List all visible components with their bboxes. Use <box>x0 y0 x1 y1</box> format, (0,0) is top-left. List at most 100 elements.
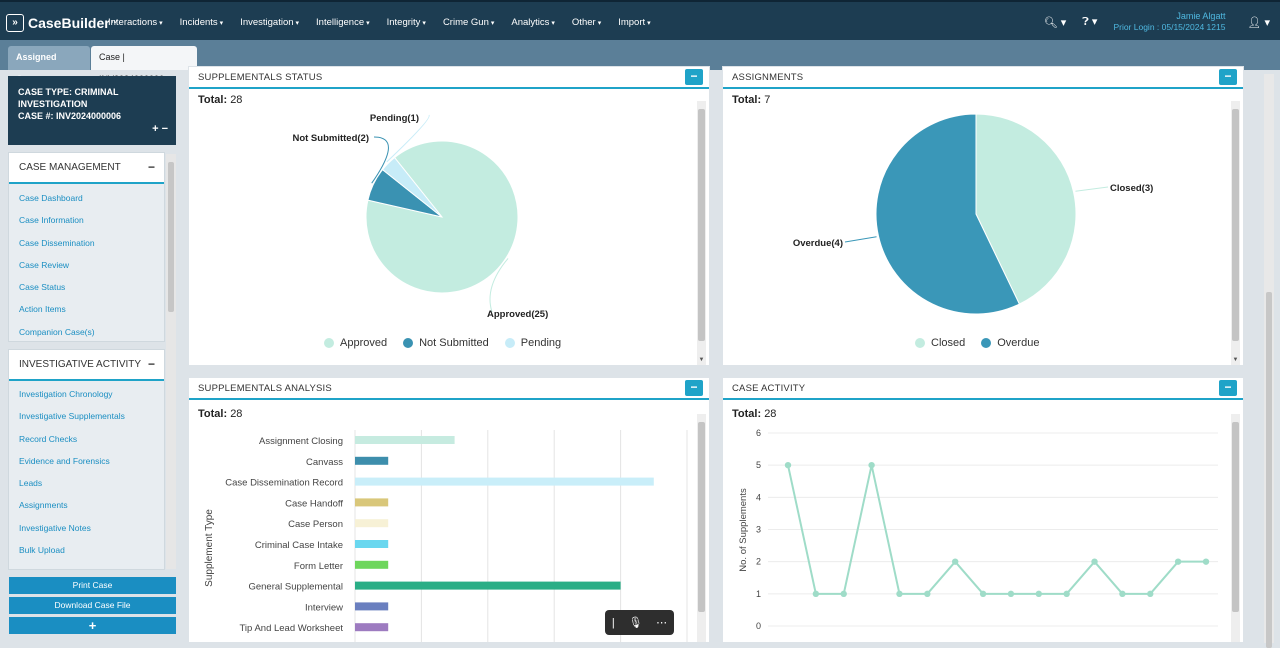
menu-investigation[interactable]: Investigation ▾ <box>240 16 300 28</box>
sidebar-item-case-dissemination[interactable]: Case Dissemination <box>19 237 95 248</box>
legend-approved[interactable]: Approved <box>324 337 387 349</box>
collapse-panel-button[interactable]: − <box>685 69 703 85</box>
data-point[interactable] <box>1091 558 1098 565</box>
collapse-panel-button[interactable]: − <box>1219 380 1237 396</box>
more-icon[interactable]: ⋯ <box>656 617 668 629</box>
data-point[interactable] <box>1174 558 1182 565</box>
panel-scrollbar[interactable]: ▼ <box>1231 101 1240 365</box>
sidebar-item-bulk-upload[interactable]: Bulk Upload <box>19 545 65 556</box>
collapse-icon: − <box>147 160 155 174</box>
menu-interactions[interactable]: Interactions ▾ <box>108 16 163 28</box>
app-trademark: ™ <box>110 19 118 27</box>
bar[interactable] <box>355 540 389 548</box>
sidebar-item-companion-cases[interactable]: Companion Case(s) <box>19 326 95 337</box>
menu-analytics[interactable]: Analytics ▾ <box>511 16 555 28</box>
data-point[interactable] <box>979 590 987 598</box>
data-point[interactable] <box>840 590 847 598</box>
data-point[interactable] <box>1063 590 1070 598</box>
investigative-activity-header[interactable]: INVESTIGATIVE ACTIVITY − <box>9 350 164 381</box>
sidebar-item-record-checks[interactable]: Record Checks <box>19 433 78 444</box>
sidebar-item-investigation-chronology[interactable]: Investigation Chronology <box>19 389 113 399</box>
legend: Approved Not Submitted Pending <box>324 337 577 349</box>
data-point[interactable] <box>952 558 959 565</box>
legend-closed[interactable]: Closed <box>915 337 965 349</box>
collapse-panel-button[interactable]: − <box>685 380 703 396</box>
sidebar-item-case-review[interactable]: Case Review <box>19 259 70 270</box>
menu-integrity[interactable]: Integrity ▾ <box>386 16 426 28</box>
print-case-button[interactable]: Print Case <box>9 577 176 594</box>
panel-scrollbar[interactable] <box>697 414 706 642</box>
data-point[interactable] <box>812 590 820 598</box>
bar[interactable] <box>355 602 389 611</box>
sidebar-item-case-information[interactable]: Case Information <box>19 215 84 226</box>
sidebar-item-case-dashboard[interactable]: Case Dashboard <box>19 193 83 203</box>
data-point[interactable] <box>1202 558 1210 565</box>
menu-import[interactable]: Import ▾ <box>618 16 651 28</box>
bar[interactable] <box>355 436 455 444</box>
page-scrollbar[interactable] <box>1264 74 1274 648</box>
sidebar-item-investigative-supplementals[interactable]: Investigative Supplementals <box>19 411 125 422</box>
bar-category-label: Interview <box>305 602 343 613</box>
logo-mark-icon: » <box>6 14 24 32</box>
add-button[interactable]: + <box>9 617 176 634</box>
data-point[interactable] <box>784 461 792 469</box>
legend-not-submitted[interactable]: Not Submitted <box>403 337 489 349</box>
data-point[interactable] <box>1119 590 1126 598</box>
sidebar-item-leads[interactable]: Leads <box>19 478 43 489</box>
data-point[interactable] <box>896 590 903 598</box>
sidebar-item-trash[interactable]: Trash <box>9 561 164 569</box>
caret-down-icon: ▾ <box>597 19 602 27</box>
case-management-header[interactable]: CASE MANAGEMENT − <box>9 153 164 184</box>
top-navbar: » CaseBuilder ™ Interactions ▾ Incidents ▾ … <box>0 0 1280 40</box>
sidebar-scrollbar[interactable] <box>166 154 176 569</box>
panel-scrollbar[interactable] <box>1231 414 1240 642</box>
user-icon[interactable]: 👤︎ ▾ <box>1247 16 1270 29</box>
menu-crime-gun[interactable]: Crime Gun ▾ <box>442 16 495 28</box>
bar[interactable] <box>355 519 389 528</box>
data-point[interactable] <box>1007 590 1015 598</box>
menu-intelligence[interactable]: Intelligence ▾ <box>316 16 370 28</box>
legend-overdue[interactable]: Overdue <box>981 337 1039 349</box>
sidebar-item-investigative-notes[interactable]: Investigative Notes <box>19 522 91 533</box>
page-scroll-thumb[interactable] <box>1266 292 1272 648</box>
y-tick-label: 6 <box>756 428 761 438</box>
menu-other[interactable]: Other ▾ <box>571 16 602 28</box>
data-point[interactable] <box>1035 590 1042 598</box>
app-logo[interactable]: » CaseBuilder ™ <box>6 12 118 34</box>
sidebar-scroll-thumb[interactable] <box>168 162 174 312</box>
pie-slice-approved[interactable] <box>365 140 519 294</box>
sidebar-item-evidence-forensics[interactable]: Evidence and Forensics <box>19 455 110 466</box>
bar[interactable] <box>355 498 389 507</box>
legend-dot-icon <box>403 338 414 348</box>
legend-pending[interactable]: Pending <box>504 337 561 349</box>
bar[interactable] <box>355 623 389 632</box>
drag-handle-icon[interactable]: | <box>611 616 615 629</box>
bar-category-label: Canvass <box>306 457 343 468</box>
sidebar-item-case-status[interactable]: Case Status <box>19 282 66 293</box>
search-icon[interactable]: 🔍︎ ▾ <box>1043 16 1067 29</box>
case-header-box: CASE TYPE: CRIMINAL INVESTIGATION CASE #… <box>8 76 176 145</box>
data-point[interactable] <box>924 590 931 598</box>
bar[interactable] <box>355 456 389 465</box>
expand-collapse-icon[interactable]: + − <box>152 123 168 135</box>
pie-slice-overdue[interactable] <box>875 113 1021 315</box>
bar[interactable] <box>355 581 621 590</box>
bar[interactable] <box>355 477 654 486</box>
pie-data-label: Approved(25) <box>487 309 548 320</box>
data-point[interactable] <box>1147 590 1154 598</box>
sidebar-item-assignments[interactable]: Assignments <box>19 500 68 511</box>
pie-slice-pending[interactable] <box>381 156 443 218</box>
menu-incidents[interactable]: Incidents ▾ <box>179 16 224 28</box>
pie-slice-closed[interactable] <box>975 113 1077 305</box>
collapse-panel-button[interactable]: − <box>1219 69 1237 85</box>
bar[interactable] <box>355 560 389 569</box>
tab-case[interactable]: Case | INV2024000006x <box>91 46 197 84</box>
download-case-file-button[interactable]: Download Case File <box>9 597 176 614</box>
user-info[interactable]: Jamie Algatt Prior Login : 05/15/2024 12… <box>1113 11 1225 33</box>
help-icon[interactable]: ❓︎ ▾ <box>1082 16 1098 28</box>
panel-scrollbar[interactable]: ▼ <box>697 101 706 365</box>
data-point[interactable] <box>868 461 875 469</box>
microphone-icon[interactable]: 🎙︎ <box>628 617 643 629</box>
tab-assigned-cases[interactable]: Assigned Cases <box>8 46 90 84</box>
sidebar-item-action-items[interactable]: Action Items <box>19 304 66 315</box>
